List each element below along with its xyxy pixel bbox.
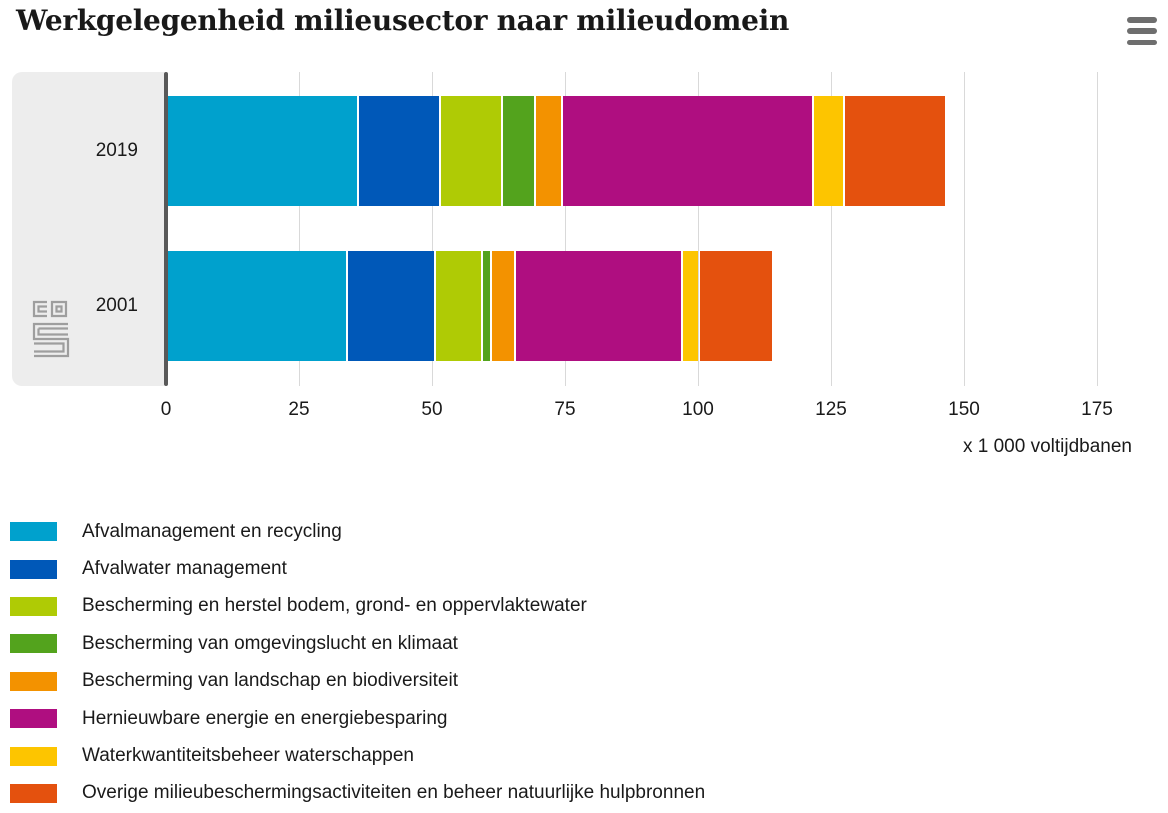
legend-label: Bescherming van landschap en biodiversit… xyxy=(82,670,458,692)
bar-segment[interactable] xyxy=(699,251,773,361)
legend-swatch xyxy=(10,671,57,691)
x-tick-label: 100 xyxy=(682,399,714,420)
bar-segment[interactable] xyxy=(845,96,946,206)
legend: Afvalmanagement en recycling Afvalwater m… xyxy=(10,513,705,812)
legend-label: Afvalmanagement en recycling xyxy=(82,520,342,542)
legend-label: Afvalwater management xyxy=(82,558,287,580)
bar-segment[interactable] xyxy=(503,96,535,206)
legend-swatch xyxy=(10,709,57,729)
x-tick-label: 175 xyxy=(1081,399,1113,420)
x-tick-label: 150 xyxy=(948,399,980,420)
bar-2001 xyxy=(168,251,773,361)
bar-segment[interactable] xyxy=(682,251,698,361)
bar-segment[interactable] xyxy=(435,251,481,361)
bar-segment[interactable] xyxy=(358,96,439,206)
x-tick-label: 50 xyxy=(421,399,443,420)
x-tick-label: 75 xyxy=(554,399,576,420)
axis-line xyxy=(164,72,168,386)
gridline xyxy=(830,72,832,386)
plot-area: 2019 2001 0 25 50 75 100 125 150 175 x 1 000 vol… xyxy=(12,72,1132,457)
gridline xyxy=(963,72,965,386)
category-axis-panel: 2019 2001 xyxy=(12,72,164,386)
bar-segment[interactable] xyxy=(491,251,514,361)
gridline xyxy=(1096,72,1098,386)
legend-swatch xyxy=(10,559,57,579)
x-tick-label: 125 xyxy=(815,399,847,420)
gridline xyxy=(431,72,433,386)
bar-segment[interactable] xyxy=(482,251,490,361)
bar-segment[interactable] xyxy=(515,251,681,361)
bar-segment[interactable] xyxy=(440,96,502,206)
legend-item[interactable]: Afvalwater management xyxy=(10,550,705,587)
bar-segment[interactable] xyxy=(563,96,813,206)
legend-label: Hernieuwbare energie en energiebesparing xyxy=(82,707,448,729)
legend-swatch xyxy=(10,746,57,766)
bar-segment[interactable] xyxy=(814,96,844,206)
chart-title: Werkgelegenheid milieusector naar milieu… xyxy=(16,4,790,37)
legend-item[interactable]: Afvalmanagement en recycling xyxy=(10,513,705,550)
legend-item[interactable]: Waterkwantiteitsbeheer waterschappen xyxy=(10,737,705,774)
legend-item[interactable]: Bescherming van landschap en biodiversit… xyxy=(10,663,705,700)
legend-item[interactable]: Overige milieubeschermingsactiviteiten e… xyxy=(10,775,705,812)
category-label-2019: 2019 xyxy=(95,140,138,161)
legend-swatch xyxy=(10,783,57,803)
bar-segment[interactable] xyxy=(168,96,357,206)
hamburger-menu-icon xyxy=(1127,28,1157,34)
legend-swatch xyxy=(10,596,57,616)
legend-item[interactable]: Bescherming en herstel bodem, grond- en … xyxy=(10,588,705,625)
legend-swatch xyxy=(10,634,57,654)
x-tick-label: 0 xyxy=(160,399,172,420)
bar-segment[interactable] xyxy=(536,96,562,206)
gridline xyxy=(564,72,566,386)
gridline xyxy=(298,72,300,386)
x-tick-label: 25 xyxy=(288,399,310,420)
legend-label: Bescherming van omgevingslucht en klimaa… xyxy=(82,632,458,654)
legend-item[interactable]: Bescherming van omgevingslucht en klimaa… xyxy=(10,625,705,662)
bar-segment[interactable] xyxy=(168,251,346,361)
legend-swatch xyxy=(10,522,57,542)
legend-item[interactable]: Hernieuwbare energie en energiebesparing xyxy=(10,700,705,737)
axis-unit-label: x 1 000 voltijdbanen xyxy=(962,436,1132,457)
hamburger-menu-icon xyxy=(1127,39,1157,45)
legend-label: Overige milieubeschermingsactiviteiten e… xyxy=(82,782,706,804)
menu-button[interactable] xyxy=(1127,17,1157,45)
bar-segment[interactable] xyxy=(347,251,434,361)
hamburger-menu-icon xyxy=(1127,17,1157,23)
cbs-logo xyxy=(32,300,70,358)
gridline xyxy=(697,72,699,386)
legend-label: Waterkwantiteitsbeheer waterschappen xyxy=(82,745,414,767)
bar-2019 xyxy=(168,96,946,206)
category-label-2001: 2001 xyxy=(95,295,138,316)
legend-label: Bescherming en herstel bodem, grond- en … xyxy=(82,595,587,617)
